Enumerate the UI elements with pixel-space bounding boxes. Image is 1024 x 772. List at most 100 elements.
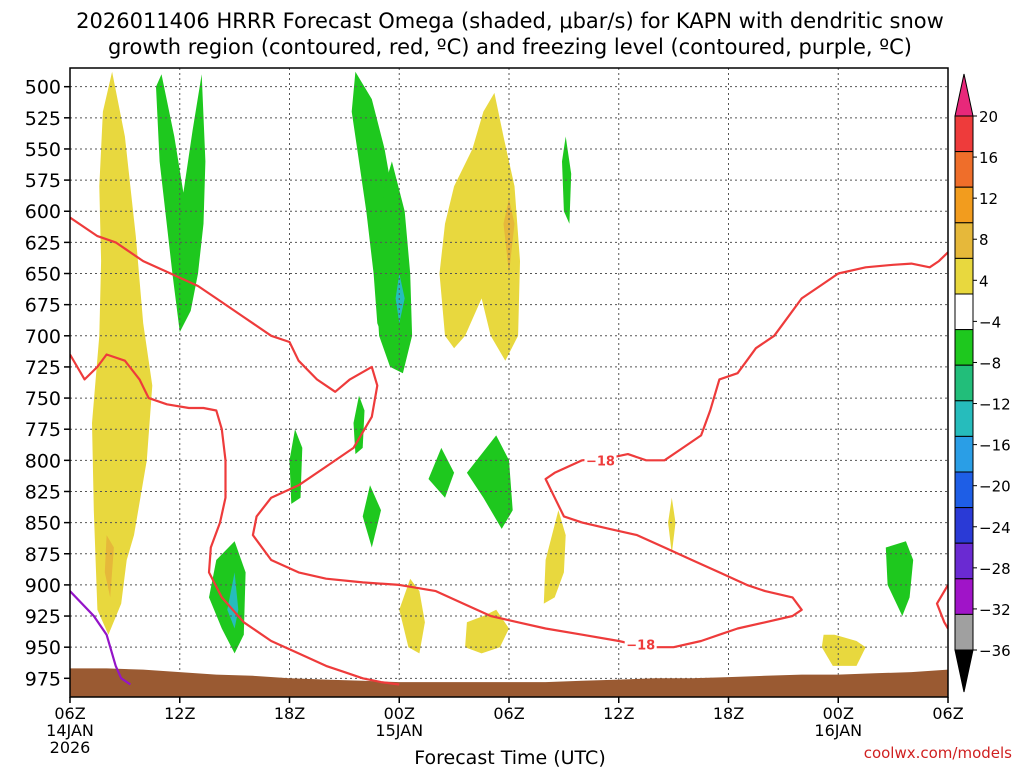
omega-region-19 [465,609,509,654]
colorbar-box-8 [954,400,974,437]
colorbar-box-13 [954,578,974,615]
dgz-label-bg-0 [584,452,617,468]
x-tick-label-2: 18Z [274,704,305,723]
colorbar-box-9 [954,435,974,473]
omega-region-6 [353,395,365,455]
x-tick-label-4: 06Z [493,704,524,723]
y-tick-label-15: 875 [25,544,61,566]
y-tick-label-2: 550 [25,139,61,161]
colorbar-box-6 [954,329,974,366]
y-tick-label-12: 800 [25,450,61,472]
colorbar-label-5: −4 [979,313,1001,331]
omega-region-14 [885,541,914,616]
omega-region-9 [428,447,455,498]
colorbar-label-4: 4 [979,272,989,290]
colorbar-box-2 [954,186,974,224]
dgz-contour-2 [935,584,948,630]
colorbar-label-0: 20 [979,108,998,126]
x-tick-year-0: 2026 [50,738,91,757]
colorbar-label-7: −12 [979,396,1011,414]
colorbar: 20 16 12 8 4 −4 −8 −12 −16 −20 −24 −28 −32 −36 [954,73,1011,693]
colorbar-label-6: −8 [979,354,1001,372]
omega-region-8 [362,485,381,548]
omega-region-7 [289,429,303,504]
colorbar-box-12 [954,542,974,580]
y-tick-label-10: 750 [25,388,61,410]
y-tick-label-3: 575 [25,170,61,192]
y-tick-label-19: 975 [25,668,61,690]
dgz-label-1: −18 [626,639,655,654]
colorbar-label-13: −36 [979,642,1011,660]
omega-region-21 [821,634,866,666]
colorbar-box-11 [954,507,974,544]
x-tick-label-7: 00Z [823,704,854,723]
x-tick-date-3: 15JAN [375,721,423,740]
y-tick-label-7: 675 [25,295,61,317]
x-tick-label-1: 12Z [164,704,195,723]
y-tick-label-6: 650 [25,264,61,286]
colorbar-label-11: −28 [979,560,1011,578]
y-tick-label-13: 825 [25,481,61,503]
colorbar-label-8: −16 [979,437,1011,455]
dgz-label-0: −18 [586,454,615,469]
omega-region-10 [466,435,513,529]
omega-region-15 [439,92,520,361]
colorbar-box-7 [954,364,974,402]
colorbar-label-1: 16 [979,149,998,167]
y-tick-label-0: 500 [25,77,61,99]
dgz-contour-0 [70,216,948,649]
omega-region-11 [209,541,246,654]
y-tick-label-17: 925 [25,606,61,628]
chart-title-line1: 2026011406 HRRR Forecast Omega (shaded, … [76,9,944,33]
colorbar-bottom-arrow [954,649,974,693]
x-axis-title: Forecast Time (UTC) [414,747,605,768]
omega-region-5 [395,273,405,324]
x-tick-label-6: 18Z [713,704,744,723]
x-tick-label-8: 06Z [932,704,963,723]
omega-region-18 [399,578,425,654]
y-tick-label-8: 700 [25,326,61,348]
colorbar-box-1 [954,151,974,188]
x-tick-label-0: 06Z [54,704,85,723]
y-tick-label-5: 625 [25,232,61,254]
y-tick-label-4: 600 [25,201,61,223]
x-tick-label-3: 00Z [384,704,415,723]
colorbar-box-5 [954,293,974,331]
dgz-label-bg-1 [624,636,657,652]
plot-area: −18 −18 [70,68,948,697]
colorbar-label-10: −24 [979,519,1011,537]
x-tick-date-0: 14JAN [46,721,94,740]
y-tick-label-1: 525 [25,108,61,130]
plot-content: −18 −18 [70,68,948,697]
colorbar-label-12: −32 [979,601,1011,619]
colorbar-top-arrow [954,73,974,117]
omega-region-20 [668,497,676,554]
freezing-contour-0 [70,590,132,686]
omega-region-17 [543,510,566,604]
colorbar-label-2: 12 [979,190,998,208]
colorbar-box-10 [954,471,974,509]
omega-region-16 [503,198,515,274]
dgz-contour-1 [70,353,400,686]
colorbar-box-4 [954,257,974,295]
colorbar-label-3: 8 [979,231,989,249]
y-tick-label-14: 850 [25,513,61,535]
colorbar-box-3 [954,222,974,259]
y-tick-label-16: 900 [25,575,61,597]
credit-text: coolwx.com/models [864,744,1012,762]
y-tick-label-18: 950 [25,637,61,659]
y-tick-label-11: 775 [25,419,61,441]
colorbar-box-14 [954,613,974,651]
axes: 500 525 550 575 600 625 650 675 700 725 750 775 800 8… [25,67,964,757]
omega-region-2 [156,74,206,333]
x-tick-date-7: 16JAN [814,721,862,740]
colorbar-label-9: −20 [979,478,1011,496]
omega-region-1 [104,535,114,598]
chart-title-line2: growth region (contoured, red, ºC) and f… [108,35,912,59]
x-tick-label-5: 12Z [603,704,634,723]
y-tick-label-9: 725 [25,357,61,379]
omega-region-4 [375,161,413,374]
colorbar-box-0 [954,115,974,153]
